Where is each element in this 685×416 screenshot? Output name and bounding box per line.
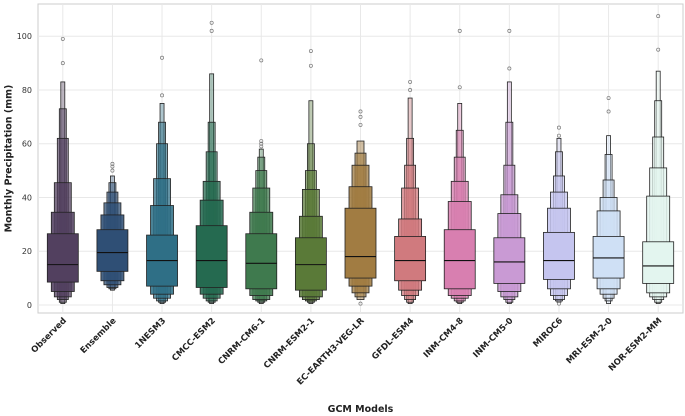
outlier-point <box>457 85 462 90</box>
boxen-level <box>344 207 377 279</box>
boxen-level <box>195 225 228 288</box>
x-tick-label: MIROC6 <box>531 316 565 350</box>
outlier-point <box>507 28 512 33</box>
outlier-point <box>308 63 313 68</box>
y-axis: 0 20 40 60 80 100 <box>17 32 32 310</box>
y-axis-title: Monthly Precipitation (mm) <box>4 85 15 233</box>
boxen-EC-EARTH3-VEG-LR <box>344 109 377 306</box>
boxen-1NESM3 <box>146 55 178 304</box>
boxen-level <box>46 233 79 283</box>
outlier-point <box>557 133 561 138</box>
x-tick-label: NOR-ESM2-MM <box>607 316 664 373</box>
outlier-point <box>60 36 65 41</box>
boxen-level <box>245 233 278 290</box>
boxen-MRI-ESM-2-0 <box>592 96 625 304</box>
y-tick-label: 0 <box>27 301 32 310</box>
x-tick-label: CNRM-ESM2-1 <box>262 316 317 371</box>
outlier-point <box>160 55 164 60</box>
x-tick-label: CMCC-ESM2 <box>170 316 218 364</box>
outlier-point <box>358 114 363 119</box>
outlier-point <box>259 58 264 63</box>
boxen-CNRM-ESM2-1 <box>294 49 327 304</box>
x-tick-label: GFDL-ESM4 <box>370 316 416 362</box>
outlier-point <box>557 301 561 306</box>
y-tick-label: 20 <box>22 247 32 256</box>
boxen-level <box>642 241 675 284</box>
boxen-level <box>294 237 327 291</box>
outlier-point <box>160 93 164 98</box>
outlier-point <box>557 125 561 130</box>
outlier-point <box>110 161 115 166</box>
boxen-level <box>96 229 129 272</box>
boxen-NOR-ESM2-MM <box>642 14 675 304</box>
boxen-level <box>543 231 575 280</box>
outlier-point <box>457 28 462 33</box>
outlier-point <box>656 47 661 52</box>
outlier-point <box>408 79 413 84</box>
x-axis: Observed Ensemble 1NESM3 CMCC-ESM2CNRM-CM6-… <box>30 316 665 388</box>
boxen-INM-CM5-0 <box>493 28 526 304</box>
boxen-level <box>443 229 476 290</box>
outlier-point <box>110 168 115 173</box>
boxen-series <box>46 14 675 306</box>
y-tick-label: 60 <box>22 140 32 149</box>
outlier-point <box>606 109 611 114</box>
outlier-point <box>408 88 413 92</box>
x-tick-label: INM-CM4-8 <box>422 316 466 360</box>
outlier-point <box>656 14 661 19</box>
x-tick-label: CNRM-CM6-1 <box>217 316 268 367</box>
outlier-point <box>358 301 363 306</box>
outlier-point <box>259 141 264 146</box>
boxen-GFDL-ESM4 <box>394 79 427 304</box>
x-axis-title: GCM Models <box>328 404 394 415</box>
y-tick-label: 80 <box>22 86 32 95</box>
y-tick-label: 100 <box>17 32 32 41</box>
x-tick-label: MRI-ESM-2-0 <box>565 316 615 366</box>
x-tick-label: Ensemble <box>79 316 119 356</box>
boxen-level <box>394 236 427 282</box>
x-tick-label: INM-CM5-0 <box>471 316 515 360</box>
boxen-level <box>592 236 625 279</box>
outlier-point <box>606 96 611 100</box>
y-tick-label: 40 <box>22 193 32 202</box>
x-tick-label: 1NESM3 <box>133 316 168 351</box>
boxen-CNRM-CM6-1 <box>245 58 278 304</box>
boxen-level <box>493 237 526 284</box>
outlier-point <box>60 61 65 66</box>
outlier-point <box>259 144 264 149</box>
boxen-Ensemble <box>96 161 129 291</box>
outlier-point <box>209 28 214 33</box>
outlier-point <box>259 139 264 143</box>
outlier-point <box>507 66 512 71</box>
boxen-Observed <box>46 36 79 304</box>
boxen-MIROC6 <box>543 125 575 306</box>
boxen-INM-CM4-8 <box>443 28 476 304</box>
boxen-CMCC-ESM2 <box>195 20 228 304</box>
outlier-point <box>358 109 363 114</box>
outlier-point <box>110 164 115 169</box>
outlier-point <box>209 20 214 25</box>
outlier-point <box>308 49 313 53</box>
x-tick-label: Observed <box>30 316 69 355</box>
outlier-point <box>358 122 363 127</box>
